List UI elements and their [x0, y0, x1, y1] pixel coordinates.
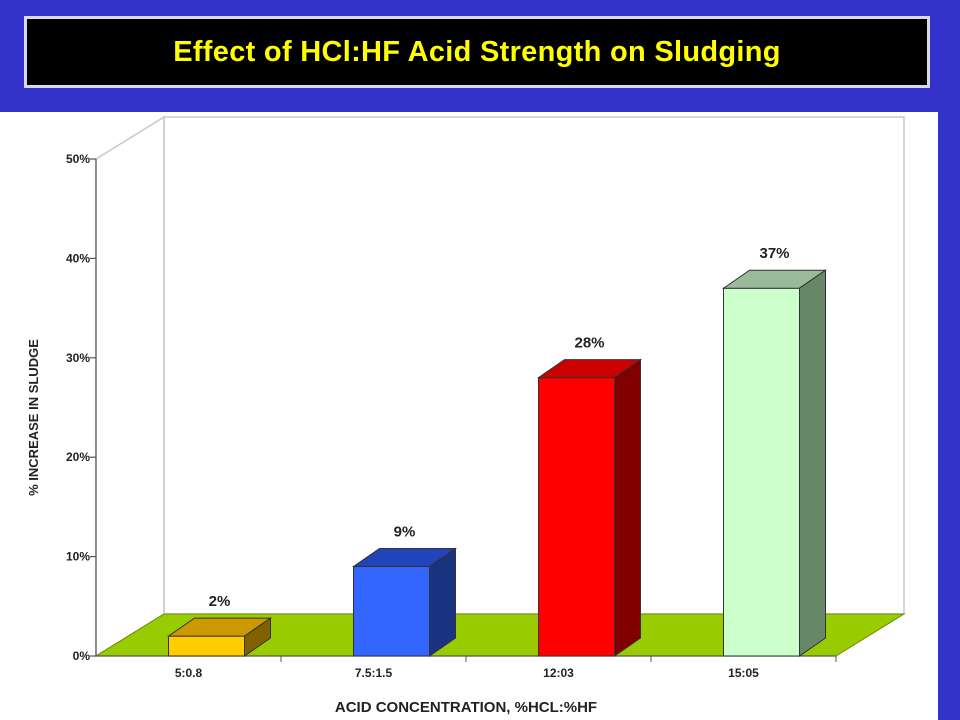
y-tick-label: 30% — [66, 351, 90, 365]
x-tick-label: 12:03 — [543, 666, 574, 680]
x-tick-label: 15:05 — [728, 666, 759, 680]
bar-front — [723, 287, 800, 657]
chart-title: Effect of HCl:HF Acid Strength on Sludgi… — [173, 35, 781, 68]
bar-side — [799, 269, 826, 657]
y-tick-label: 50% — [66, 152, 90, 166]
bar-side — [244, 617, 271, 657]
y-tick-label: 10% — [66, 550, 90, 564]
data-label: 28% — [574, 335, 604, 352]
plot-panel: 0% 10% 20% 30% 40% 50% % INCREASE IN SLUDGE 2% 5… — [0, 112, 938, 720]
bar-chart: 0% 10% 20% 30% 40% 50% % INCREASE IN SLUDGE 2% 5… — [26, 115, 906, 716]
bar-side — [429, 547, 456, 657]
title-bar: Effect of HCl:HF Acid Strength on Sludgi… — [24, 16, 930, 88]
data-label: 9% — [394, 524, 416, 541]
side-wall — [95, 115, 165, 658]
y-tick-label: 40% — [66, 251, 90, 265]
y-axis-label: % INCREASE IN SLUDGE — [26, 339, 41, 496]
bar-side — [614, 358, 641, 657]
data-label: 2% — [209, 593, 231, 610]
y-tick-label: 0% — [73, 649, 91, 663]
bar-front — [538, 377, 615, 657]
bar-front — [168, 635, 245, 657]
bar-front — [353, 566, 430, 657]
data-label: 37% — [759, 245, 789, 262]
y-tick-label: 20% — [66, 450, 90, 464]
x-tick-label: 5:0.8 — [175, 666, 203, 680]
x-tick-label: 7.5:1.5 — [355, 666, 393, 680]
x-axis-label: ACID CONCENTRATION, %HCL:%HF — [335, 699, 597, 716]
